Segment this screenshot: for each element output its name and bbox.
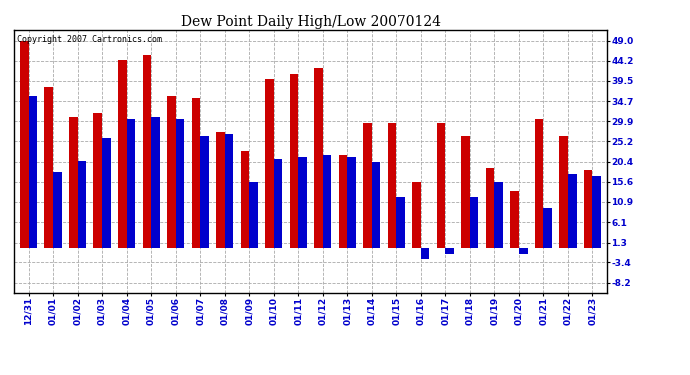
Bar — [143, 56, 151, 248]
Bar — [486, 168, 495, 248]
Bar — [396, 197, 405, 248]
Bar — [535, 119, 544, 248]
Bar — [20, 40, 28, 248]
Bar — [93, 112, 102, 248]
Bar — [216, 132, 225, 248]
Bar — [347, 157, 356, 248]
Title: Dew Point Daily High/Low 20070124: Dew Point Daily High/Low 20070124 — [181, 15, 440, 29]
Bar — [421, 248, 429, 259]
Bar — [519, 248, 528, 254]
Bar — [511, 191, 519, 248]
Bar — [568, 174, 577, 248]
Bar — [28, 96, 37, 248]
Bar — [126, 119, 135, 248]
Bar — [437, 123, 445, 248]
Bar — [470, 197, 478, 248]
Bar — [274, 159, 282, 248]
Bar — [44, 87, 53, 248]
Bar — [560, 136, 568, 248]
Bar — [372, 162, 380, 248]
Bar — [265, 79, 274, 248]
Bar — [462, 136, 470, 248]
Bar — [118, 60, 126, 248]
Bar — [102, 138, 110, 248]
Bar — [53, 172, 61, 248]
Bar — [544, 208, 552, 248]
Bar — [298, 157, 307, 248]
Bar — [593, 176, 601, 248]
Bar — [290, 75, 298, 248]
Bar — [584, 170, 593, 248]
Bar — [77, 161, 86, 248]
Bar — [241, 151, 249, 248]
Bar — [176, 119, 184, 248]
Bar — [69, 117, 77, 248]
Bar — [445, 248, 454, 254]
Bar — [225, 134, 233, 248]
Bar — [314, 68, 323, 248]
Bar — [249, 182, 258, 248]
Bar — [495, 182, 503, 248]
Bar — [323, 155, 331, 248]
Bar — [192, 98, 200, 248]
Text: Copyright 2007 Cartronics.com: Copyright 2007 Cartronics.com — [17, 35, 161, 44]
Bar — [339, 155, 347, 248]
Bar — [363, 123, 372, 248]
Bar — [412, 182, 421, 248]
Bar — [151, 117, 159, 248]
Bar — [200, 136, 209, 248]
Bar — [388, 123, 396, 248]
Bar — [167, 96, 176, 248]
